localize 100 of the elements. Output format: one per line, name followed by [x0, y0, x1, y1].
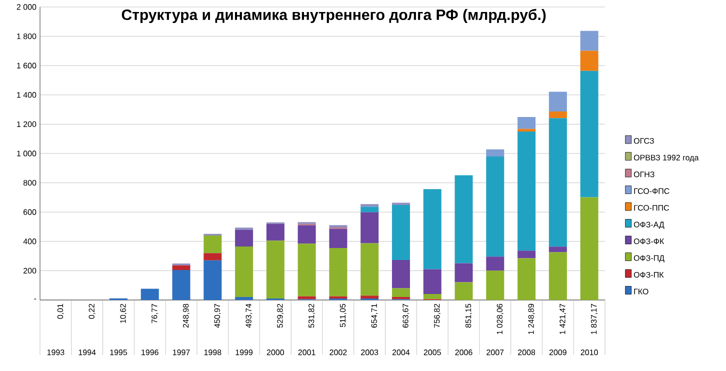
total-label: 0,22 — [88, 304, 96, 319]
total-label: 756,82 — [434, 304, 441, 328]
bar — [454, 175, 473, 264]
x-tick-label: 2009 — [549, 350, 566, 356]
total-label: 663,67 — [402, 304, 410, 328]
bar — [518, 128, 536, 132]
bar — [548, 118, 567, 247]
legend-label: ОФЗ-ПК — [634, 272, 664, 278]
total-label: 851,15 — [465, 304, 472, 328]
bar — [204, 236, 222, 254]
total-label: 1 028,06 — [496, 304, 504, 334]
bar — [548, 252, 567, 300]
y-tick-label: - — [34, 298, 36, 300]
x-tick-label: 2000 — [266, 350, 284, 356]
bar — [392, 288, 410, 298]
bar — [329, 228, 348, 248]
x-tick-label: 2002 — [330, 350, 347, 356]
bar — [360, 296, 379, 299]
bar — [548, 112, 567, 118]
bar — [235, 246, 254, 298]
x-tick-label: 2005 — [424, 350, 441, 356]
x-tick-label: 2010 — [580, 350, 598, 356]
chart-title: Структура и динамика внутреннего долга РФ (млрд.руб.) — [122, 8, 546, 24]
bar — [360, 204, 379, 207]
bar — [298, 225, 316, 244]
bar — [235, 230, 254, 247]
bar — [423, 189, 442, 270]
x-tick-label: 2004 — [392, 350, 410, 356]
bar — [548, 246, 567, 252]
bar — [329, 248, 348, 296]
bar — [172, 265, 190, 270]
bar — [423, 294, 442, 300]
total-label: 511,05 — [340, 304, 346, 328]
bar — [204, 260, 222, 300]
bar — [454, 282, 473, 300]
x-tick-label: 2003 — [361, 350, 378, 356]
bar — [580, 50, 598, 71]
legend-label: ОФЗ-ФК — [634, 238, 664, 244]
total-label: 0,01 — [57, 304, 64, 319]
x-tick-label: 1994 — [78, 350, 96, 356]
bar — [518, 250, 536, 258]
legend-label: ГСО-ФПС — [634, 188, 670, 194]
x-tick-label: 2006 — [455, 350, 472, 356]
total-label: 1 248,89 — [528, 304, 535, 334]
total-label: 493,74 — [246, 304, 252, 328]
total-label: 450,97 — [214, 304, 221, 328]
y-tick-label: 200 — [24, 268, 36, 274]
y-tick-label: 1 800 — [17, 33, 36, 40]
bar — [360, 212, 379, 244]
y-tick-label: 1 600 — [17, 62, 36, 68]
legend-label: ОРВВЗ 1992 года — [634, 154, 699, 162]
total-label: 654,71 — [371, 304, 378, 328]
x-tick-label: 1995 — [110, 350, 128, 356]
x-tick-label: 1993 — [47, 350, 64, 356]
bar — [392, 204, 410, 260]
legend-label: ОГНЗ — [634, 172, 654, 178]
x-tick-label: 1997 — [172, 350, 190, 356]
bar — [518, 258, 536, 300]
y-tick-label: 1 000 — [17, 150, 36, 156]
bar — [486, 256, 504, 271]
total-label: 10,62 — [120, 304, 127, 323]
total-label: 529,82 — [277, 304, 284, 328]
legend-label: ОГСЗ — [634, 138, 654, 144]
bar — [580, 70, 598, 198]
bar — [235, 297, 254, 300]
bar — [580, 197, 598, 300]
y-tick-label: 1 200 — [17, 121, 36, 128]
bar — [298, 296, 316, 300]
bar — [486, 156, 504, 257]
bar — [266, 224, 284, 241]
bar — [298, 244, 316, 296]
total-label: 248,98 — [182, 304, 190, 328]
y-tick-label: 1 400 — [17, 92, 36, 98]
total-label: 1 421,47 — [560, 304, 566, 334]
x-tick-label: 2001 — [298, 350, 316, 356]
x-tick-label: 1996 — [142, 350, 158, 356]
total-label: 531,82 — [308, 304, 316, 328]
bar — [172, 270, 190, 300]
bar — [454, 263, 473, 282]
y-tick-label: 2 000 — [16, 4, 36, 10]
x-tick-label: 1998 — [204, 350, 222, 356]
bar — [423, 269, 442, 294]
bar — [329, 296, 348, 299]
bar — [518, 117, 536, 129]
total-label: 1 837,17 — [591, 304, 598, 334]
total-label: 76,77 — [152, 304, 158, 324]
y-tick-label: 800 — [23, 180, 36, 186]
bar — [266, 240, 284, 299]
bar — [140, 288, 159, 300]
bar — [360, 206, 379, 212]
bar — [486, 149, 504, 157]
y-tick-label: 600 — [24, 209, 36, 215]
y-tick-label: 400 — [23, 238, 36, 244]
bar — [548, 92, 567, 112]
x-tick-label: 2008 — [518, 350, 536, 356]
legend-label: ОФЗ-АД — [634, 222, 664, 229]
bar — [518, 132, 536, 251]
bar — [580, 30, 598, 51]
legend-label: ГСО-ППС — [634, 204, 669, 211]
legend-label: ОФЗ-ПД — [634, 255, 664, 262]
